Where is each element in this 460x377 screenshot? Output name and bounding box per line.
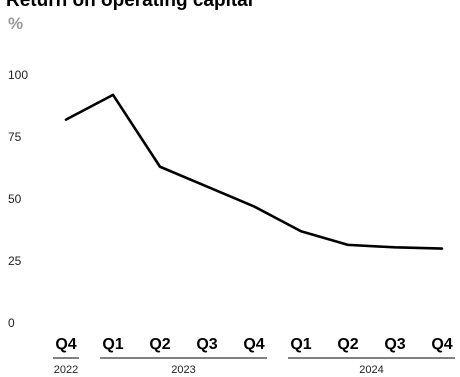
x-tick-label: Q2 [337,336,358,353]
x-tick-label: Q3 [196,336,217,353]
y-tick-label: 50 [8,192,22,206]
y-tick-label: 75 [8,130,22,144]
x-tick-label: Q3 [384,336,405,353]
y-axis-ticks: 0 25 50 75 100 [8,68,28,330]
unit-label: % [8,14,23,33]
series-line [64,93,444,250]
x-tick-label: Q1 [102,336,123,353]
year-group-label: 2022 [54,364,78,376]
y-tick-label: 25 [8,254,22,268]
x-tick-label: Q1 [290,336,311,353]
x-tick-label: Q4 [431,336,452,353]
x-tick-label: Q4 [55,336,76,353]
x-tick-label: Q2 [149,336,170,353]
y-tick-label: 100 [8,68,28,82]
year-groups: 2022 2023 2024 [53,357,455,376]
y-tick-label: 0 [8,316,15,330]
chart-title: Return on operating capital [6,0,253,11]
year-group-label: 2023 [171,364,195,376]
year-group-label: 2024 [359,364,383,376]
series-lines [64,93,444,250]
x-axis-labels: Q4 Q1 Q2 Q3 Q4 Q1 Q2 Q3 Q4 [55,336,452,353]
x-tick-label: Q4 [243,336,264,353]
